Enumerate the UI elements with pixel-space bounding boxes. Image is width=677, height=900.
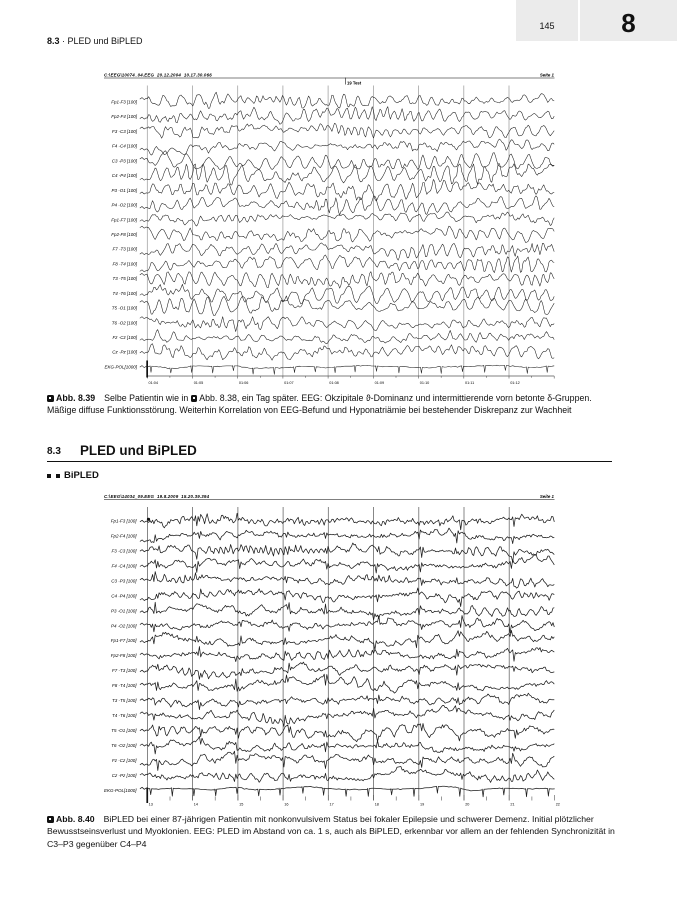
svg-text:20: 20 <box>465 803 469 807</box>
svg-text:18: 18 <box>375 803 379 807</box>
svg-text:F3 -C3 [100]: F3 -C3 [100] <box>112 129 138 134</box>
svg-text:T5 -O1 [100]: T5 -O1 [100] <box>112 306 138 311</box>
svg-text:P4 -O2 [100]: P4 -O2 [100] <box>111 203 137 208</box>
svg-text:F8 -T4 [100]: F8 -T4 [100] <box>112 683 137 688</box>
svg-text:21: 21 <box>510 803 514 807</box>
svg-text:T5 -O1 [100]: T5 -O1 [100] <box>111 728 137 733</box>
svg-text:F7 -T3 [100]: F7 -T3 [100] <box>112 668 137 673</box>
svg-text:EKG-POL[1000]: EKG-POL[1000] <box>104 365 137 370</box>
svg-text:P3 -O1 [100]: P3 -O1 [100] <box>111 608 137 613</box>
svg-text:Cz -Pz [100]: Cz -Pz [100] <box>112 773 138 778</box>
svg-text:Fz -Cz [100]: Fz -Cz [100] <box>112 335 137 340</box>
svg-text:Cz -Pz [100]: Cz -Pz [100] <box>112 350 138 355</box>
svg-text:01:10: 01:10 <box>420 381 430 385</box>
svg-text:01:09: 01:09 <box>375 381 385 385</box>
svg-text:F3 -C3 [100]: F3 -C3 [100] <box>111 548 137 553</box>
svg-text:Fp1-F7 [100]: Fp1-F7 [100] <box>111 638 138 643</box>
svg-text:C4 -P4 [100]: C4 -P4 [100] <box>112 173 138 178</box>
svg-text:01:04: 01:04 <box>149 381 159 385</box>
svg-text:Fp1-F7 [100]: Fp1-F7 [100] <box>111 217 138 222</box>
svg-text:Fp1-F3 [100]: Fp1-F3 [100] <box>111 100 138 105</box>
svg-text:15: 15 <box>239 803 243 807</box>
svg-text:F4 -C4 [100]: F4 -C4 [100] <box>112 144 138 149</box>
svg-text:16: 16 <box>284 803 288 807</box>
svg-text:P3 -O1 [100]: P3 -O1 [100] <box>111 188 137 193</box>
svg-text:Seite 1: Seite 1 <box>540 72 555 77</box>
svg-text:Seite 1: Seite 1 <box>540 494 555 499</box>
svg-text:T3 -T5 [100]: T3 -T5 [100] <box>112 698 137 703</box>
svg-text:T6 -O2 [100]: T6 -O2 [100] <box>111 743 137 748</box>
svg-text:F4 -C4 [100]: F4 -C4 [100] <box>111 563 137 568</box>
svg-text:01:08: 01:08 <box>329 381 339 385</box>
svg-text:19 Test: 19 Test <box>347 81 362 86</box>
svg-text:P4 -O2 [100]: P4 -O2 [100] <box>111 623 137 628</box>
svg-text:C:\EEG\10074_04.EEG 20.12.200: C:\EEG\10074_04.EEG 20.12.2004 10.17.30.… <box>104 72 212 77</box>
svg-text:01:11: 01:11 <box>465 381 474 385</box>
svg-text:01:07: 01:07 <box>284 381 294 385</box>
svg-text:EKG-POL[1000]: EKG-POL[1000] <box>104 788 137 793</box>
svg-text:C:\EEG\14034_09.EEG 19.8.2009: C:\EEG\14034_09.EEG 19.8.2009 15.20.39.3… <box>104 494 210 499</box>
svg-text:Fz -Cz [100]: Fz -Cz [100] <box>112 758 137 763</box>
svg-text:F7 -T3 [100]: F7 -T3 [100] <box>112 247 137 252</box>
svg-text:01:12: 01:12 <box>510 381 520 385</box>
svg-text:C4 -P4 [100]: C4 -P4 [100] <box>111 593 137 598</box>
svg-text:14: 14 <box>194 803 198 807</box>
svg-text:T6 -O2 [100]: T6 -O2 [100] <box>112 320 138 325</box>
svg-text:T3 -T5 [100]: T3 -T5 [100] <box>112 276 137 281</box>
svg-text:Fp2-F8 [100]: Fp2-F8 [100] <box>111 232 138 237</box>
svg-text:C3 -P3 [100]: C3 -P3 [100] <box>111 578 137 583</box>
svg-text:13: 13 <box>149 803 153 807</box>
svg-text:T4 -T6 [100]: T4 -T6 [100] <box>112 291 137 296</box>
svg-text:19: 19 <box>420 803 424 807</box>
svg-text:22: 22 <box>556 803 560 807</box>
svg-text:01:06: 01:06 <box>239 381 249 385</box>
svg-text:Fp2-F4 [100]: Fp2-F4 [100] <box>111 114 138 119</box>
svg-text:Fp1-F3 [100]: Fp1-F3 [100] <box>111 518 138 523</box>
svg-text:T4 -T6 [100]: T4 -T6 [100] <box>112 713 137 718</box>
svg-text:17: 17 <box>330 803 334 807</box>
svg-text:Fp2-F8 [100]: Fp2-F8 [100] <box>111 653 138 658</box>
svg-text:01:05: 01:05 <box>194 381 204 385</box>
svg-text:Fp2-F4 [100]: Fp2-F4 [100] <box>111 533 138 538</box>
svg-text:C3 -P3 [100]: C3 -P3 [100] <box>112 158 138 163</box>
svg-text:F8 -T4 [100]: F8 -T4 [100] <box>112 261 137 266</box>
